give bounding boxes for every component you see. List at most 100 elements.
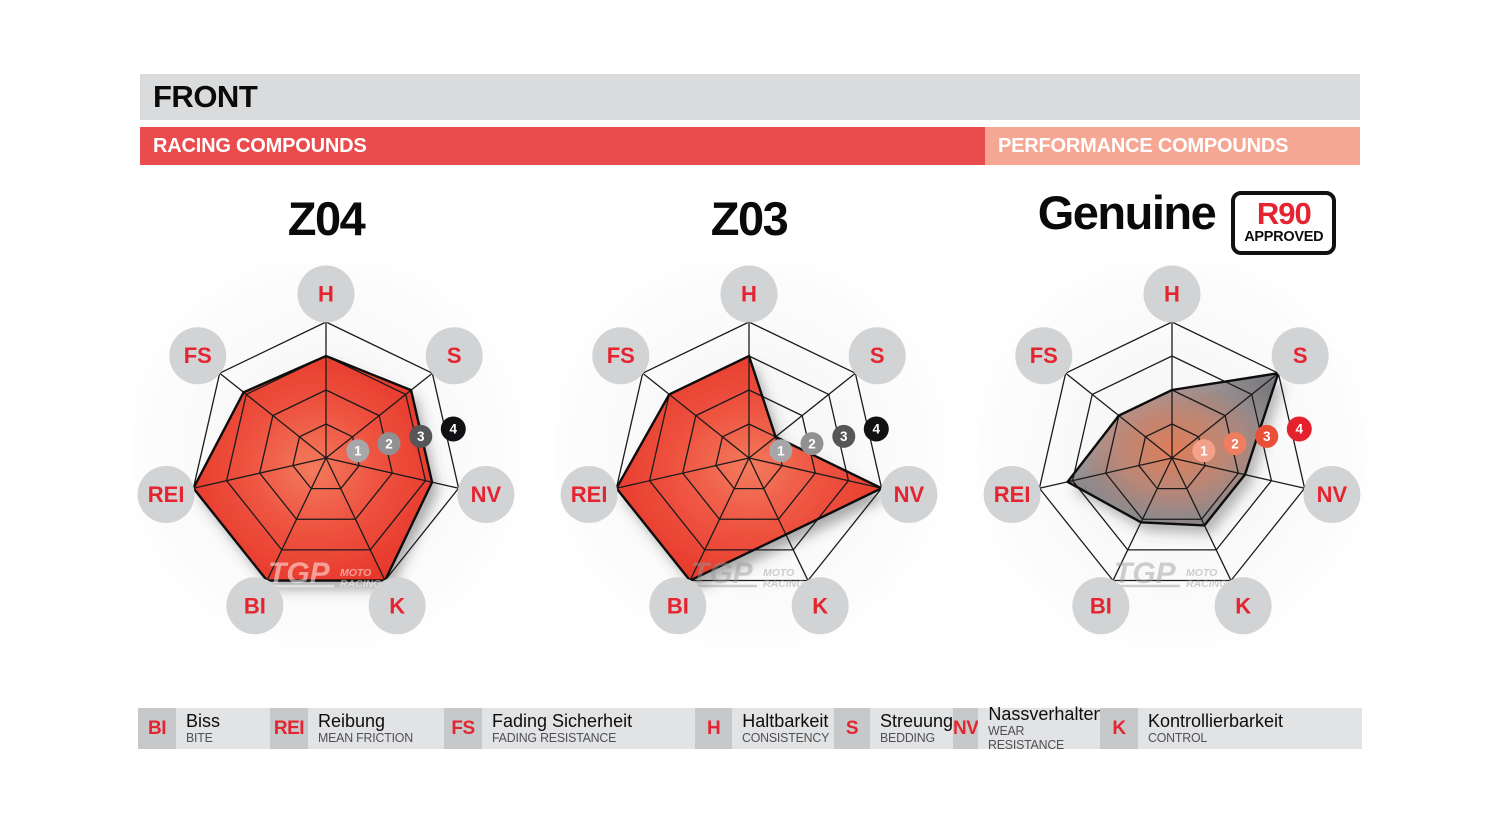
svg-text:TGP: TGP: [1114, 557, 1177, 590]
legend-term-de: Nassverhalten: [988, 703, 1104, 724]
svg-text:S: S: [870, 343, 885, 368]
svg-text:BI: BI: [667, 593, 689, 618]
performance-compounds-bar: PERFORMANCE COMPOUNDS: [985, 127, 1360, 165]
legend-abbr: FS: [444, 708, 482, 749]
grid-spoke: [616, 457, 750, 489]
axis-label-k: K: [791, 577, 849, 635]
grid-ring: [1105, 389, 1239, 520]
svg-text:3: 3: [1263, 429, 1271, 444]
page-title: FRONT: [153, 79, 258, 114]
axis-label-h: H: [720, 265, 778, 323]
grid-spoke: [325, 457, 459, 489]
grid-spoke: [193, 457, 327, 489]
axis-label-fs: FS: [592, 327, 650, 385]
scale-badge-3: 3: [832, 424, 856, 448]
legend-term-en: CONSISTENCY: [742, 729, 830, 745]
svg-text:TGP: TGP: [268, 557, 331, 590]
racing-compounds-label: RACING COMPOUNDS: [153, 134, 367, 157]
legend-abbr: NV: [953, 708, 979, 749]
axis-label-rei: REI: [137, 465, 195, 523]
legend-terms: Fading Sicherheit FADING RESISTANCE: [482, 708, 695, 749]
axis-label-nv: NV: [880, 465, 938, 523]
legend-item-nv: NV Nassverhalten WEAR RESISTANCE: [953, 703, 1104, 752]
legend-abbr: S: [834, 708, 870, 749]
legend-abbr: H: [695, 708, 733, 749]
legend-terms: Haltbarkeit CONSISTENCY: [732, 708, 834, 749]
performance-compounds-label: PERFORMANCE COMPOUNDS: [998, 134, 1289, 157]
legend-terms: Streuung BEDDING: [869, 708, 953, 749]
svg-text:MOTO: MOTO: [763, 567, 794, 579]
legend-abbr: K: [1100, 708, 1138, 749]
grid-spoke: [266, 457, 327, 581]
grid-spoke: [1171, 372, 1279, 459]
svg-text:S: S: [447, 343, 462, 368]
axis-label-nv: NV: [1303, 465, 1361, 523]
grid-spoke: [325, 372, 433, 459]
legend-term-en: WEAR RESISTANCE: [988, 722, 1065, 752]
svg-text:BI: BI: [244, 593, 266, 618]
grid-spoke: [748, 457, 809, 581]
axis-label-rei: REI: [983, 465, 1041, 523]
svg-text:H: H: [741, 282, 757, 307]
svg-text:REI: REI: [571, 482, 608, 507]
svg-text:NV: NV: [894, 482, 925, 507]
radar-chart-genuine: TGP MOTO RACING H S NV K BI REI FS 1 2 3 4: [977, 264, 1367, 684]
legend-term-de: Biss: [186, 710, 221, 731]
svg-text:FS: FS: [1030, 343, 1058, 368]
legend-terms: Nassverhalten WEAR RESISTANCE: [978, 703, 1104, 752]
r90-approved-badge: R90 APPROVED: [1231, 191, 1337, 255]
grid-ring: [225, 355, 427, 551]
axis-label-bi: BI: [1072, 577, 1130, 635]
scale-badge-1: 1: [346, 439, 370, 463]
scale-badge-1: 1: [1192, 439, 1216, 463]
legend-term-de: Streuung: [879, 710, 953, 731]
scale-badge-2: 2: [377, 432, 401, 456]
svg-text:2: 2: [385, 436, 393, 451]
legend-item-s: S Streuung BEDDING: [834, 708, 953, 749]
svg-text:REI: REI: [148, 482, 185, 507]
data-polygon-fill: [1067, 373, 1279, 526]
svg-text:2: 2: [1231, 436, 1239, 451]
svg-text:H: H: [1164, 282, 1180, 307]
front-header-bar: FRONT: [140, 74, 1360, 120]
data-polygon-outline: [614, 354, 885, 583]
svg-text:NV: NV: [471, 482, 502, 507]
scale-badge-1: 1: [769, 439, 793, 463]
legend-item-fs: FS Fading Sicherheit FADING RESISTANCE: [444, 708, 695, 749]
grid-ring: [1071, 355, 1273, 551]
grid-spoke: [1171, 457, 1232, 581]
scale-badge-3: 3: [1255, 424, 1279, 448]
grid-spoke: [1171, 457, 1305, 489]
grid-spoke: [642, 372, 750, 459]
scale-badge-2: 2: [800, 432, 824, 456]
legend-strip: BI Biss BITE REI Reibung MEAN FRICTION FS Fadin…: [138, 703, 1362, 752]
grid-ring: [259, 389, 393, 520]
svg-text:2: 2: [808, 436, 816, 451]
axis-label-rei: REI: [560, 465, 618, 523]
axis-label-fs: FS: [1015, 327, 1073, 385]
grid-spoke: [748, 372, 856, 459]
grid-spoke: [1112, 457, 1173, 581]
legend-term-de: Haltbarkeit: [742, 710, 829, 731]
compound-title-z03: Z03: [710, 192, 789, 245]
axis-label-k: K: [1214, 577, 1272, 635]
svg-text:4: 4: [1296, 422, 1304, 437]
legend-term-de: Kontrollierbarkeit: [1148, 710, 1284, 731]
grid-spoke: [1039, 457, 1173, 489]
scale-badge-4: 4: [863, 416, 889, 442]
grid-ring: [1038, 321, 1306, 582]
svg-text:1: 1: [777, 444, 785, 459]
svg-text:RACING: RACING: [763, 578, 804, 590]
grid-spoke: [219, 372, 327, 459]
svg-text:H: H: [318, 282, 334, 307]
compound-title-genuine-row: Genuine R90 APPROVED: [977, 188, 1397, 255]
scale-badge-4: 4: [440, 416, 466, 442]
grid-ring: [682, 389, 816, 520]
data-polygon-outline: [191, 354, 434, 582]
legend-abbr: REI: [270, 708, 308, 749]
